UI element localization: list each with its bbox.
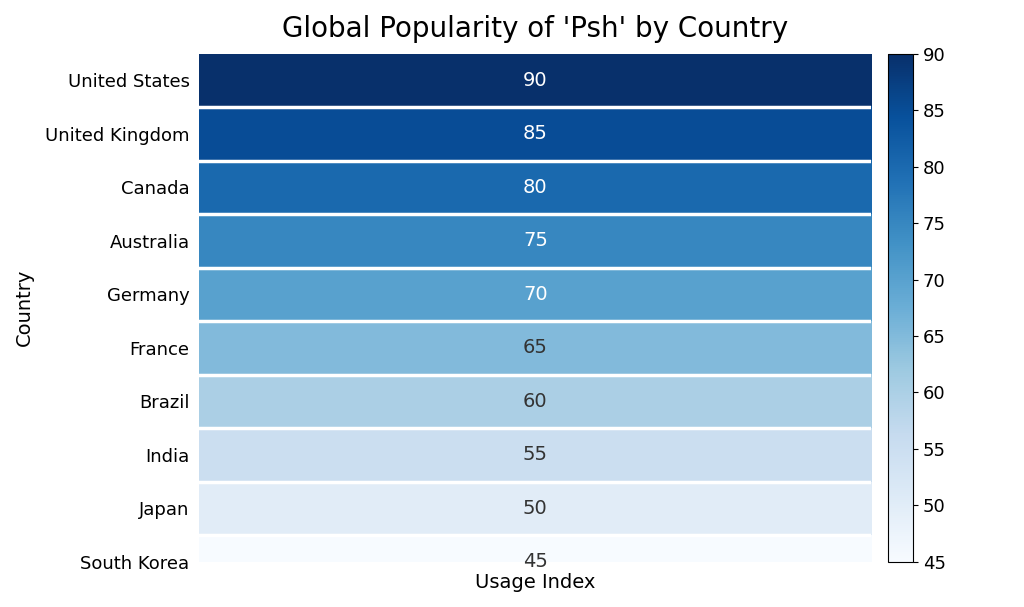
Text: 90: 90 (523, 71, 548, 90)
Title: Global Popularity of 'Psh' by Country: Global Popularity of 'Psh' by Country (283, 15, 788, 43)
Y-axis label: Country: Country (15, 269, 34, 347)
Text: 85: 85 (523, 124, 548, 143)
Text: 55: 55 (523, 446, 548, 464)
Text: 50: 50 (523, 499, 548, 518)
Text: 70: 70 (523, 285, 548, 304)
X-axis label: Usage Index: Usage Index (475, 573, 596, 592)
Text: 60: 60 (523, 392, 548, 411)
Text: 75: 75 (523, 231, 548, 251)
Text: 80: 80 (523, 178, 548, 197)
Text: 65: 65 (523, 338, 548, 358)
Text: 45: 45 (523, 552, 548, 571)
